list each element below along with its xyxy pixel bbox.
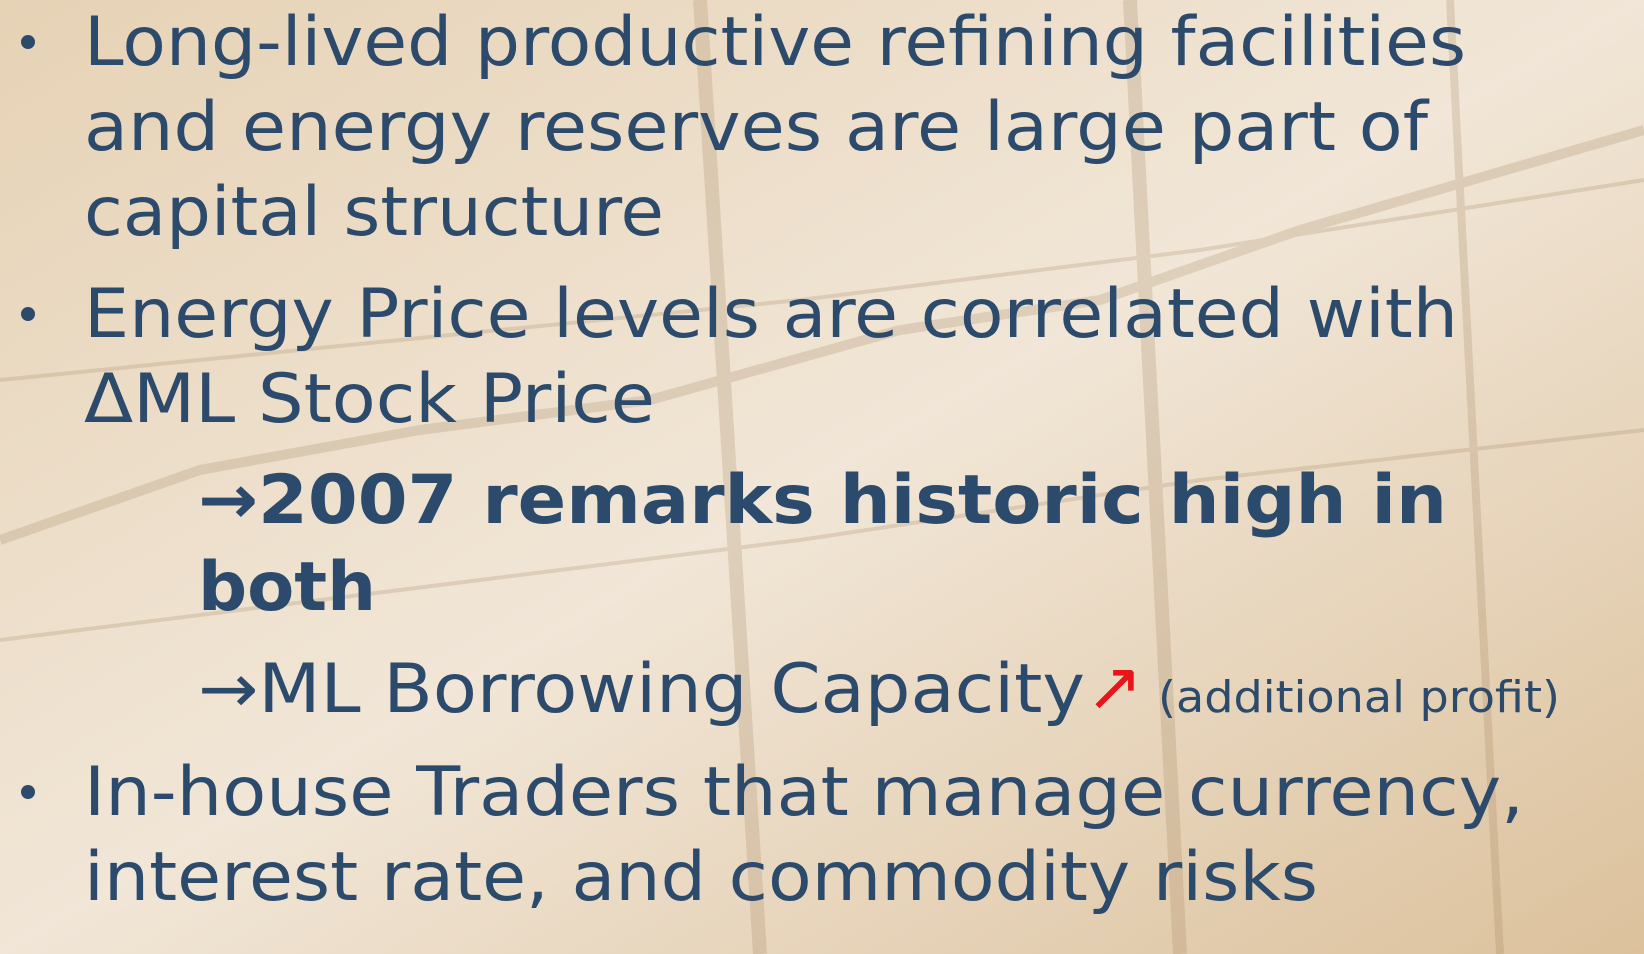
bullet <box>21 307 35 321</box>
subitem-text: →2007 remarks historic high in <box>198 461 1447 540</box>
bullet <box>21 785 35 799</box>
bullet-text: Energy Price levels are correlated with <box>84 275 1458 354</box>
subitem-text: both <box>198 548 376 627</box>
bullet-markers <box>21 35 35 799</box>
bullet-text: Long-lived productive refining facilitie… <box>84 3 1466 82</box>
subitem-note: (additional profit) <box>1158 672 1560 723</box>
bullet <box>21 35 35 49</box>
bullet-text: In-house Traders that manage currency, <box>84 753 1524 832</box>
bullet-text: interest rate, and commodity risks <box>84 838 1318 917</box>
up-arrow: ↗ <box>1086 648 1143 727</box>
bullet-text: capital structure <box>84 173 664 252</box>
bullet-text: ΔML Stock Price <box>84 360 655 439</box>
bullet-text: and energy reserves are large part of <box>84 88 1430 167</box>
subitem-text: →ML Borrowing Capacity <box>198 650 1085 729</box>
